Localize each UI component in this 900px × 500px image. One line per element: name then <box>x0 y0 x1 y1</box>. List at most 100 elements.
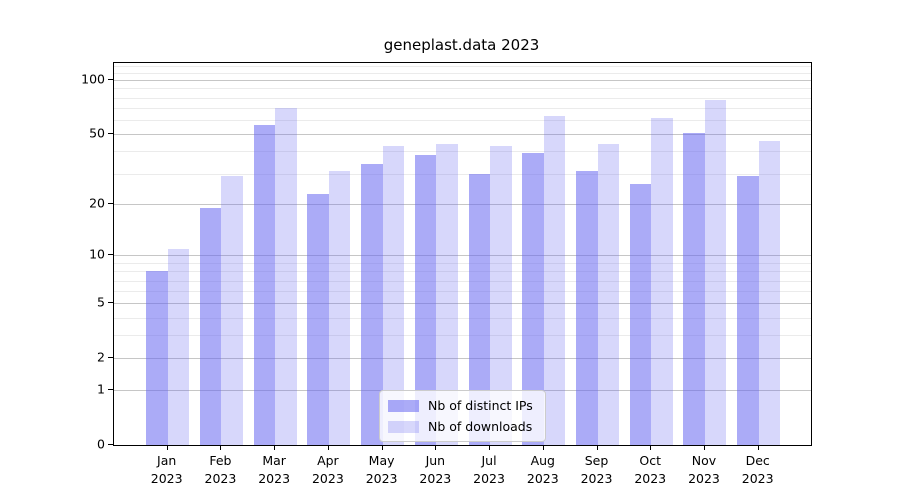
year-label: 2023 <box>688 471 720 486</box>
x-tick-mark-nov <box>703 445 705 450</box>
gridline-major-20 <box>114 204 811 206</box>
legend-swatch-downloads <box>388 420 419 433</box>
gridline-minor-110 <box>114 72 811 74</box>
x-tick-label-mar: Mar 2023 <box>244 452 304 488</box>
gridline-major-50 <box>114 134 811 136</box>
gridline-minor-8 <box>114 271 811 273</box>
gridline-minor-30 <box>114 173 811 175</box>
year-label: 2023 <box>473 471 505 486</box>
gridline-minor-90 <box>114 88 811 90</box>
bar-downloads-dec <box>758 140 781 445</box>
y-tick-mark-50 <box>108 133 113 135</box>
y-tick-label-100: 100 <box>81 71 105 87</box>
month-label: Feb <box>209 453 232 468</box>
year-label: 2023 <box>150 471 183 486</box>
y-tick-label-10: 10 <box>89 246 105 262</box>
bar-downloads-oct <box>651 117 673 445</box>
bar-downloads-jun <box>436 144 458 445</box>
year-label: 2023 <box>258 471 291 486</box>
gridline-minor-40 <box>114 151 811 153</box>
bar-distinct-ips-jul <box>468 173 491 445</box>
bar-downloads-feb <box>221 176 243 445</box>
bar-downloads-nov <box>704 99 727 445</box>
y-tick-label-20: 20 <box>89 195 105 211</box>
legend: Nb of distinct IPs Nb of downloads <box>379 390 546 442</box>
gridline-major-2 <box>114 358 811 360</box>
month-label: Jul <box>481 453 497 468</box>
legend-label-distinct-ips: Nb of distinct IPs <box>428 398 533 413</box>
x-tick-mark-jan <box>166 445 168 450</box>
chart-title: geneplast.data 2023 <box>383 36 540 54</box>
gridline-minor-80 <box>114 97 811 99</box>
year-label: 2023 <box>580 471 613 486</box>
x-tick-label-may: May 2023 <box>352 452 412 488</box>
x-tick-label-jun: Jun 2023 <box>405 452 465 488</box>
gridline-major-100 <box>114 80 811 82</box>
year-label: 2023 <box>419 471 452 486</box>
month-label: May <box>368 453 395 468</box>
bar-distinct-ips-sep <box>576 171 598 445</box>
bar-distinct-ips-oct <box>629 184 652 445</box>
x-tick-label-jul: Jul 2023 <box>459 452 519 488</box>
x-tick-mark-dec <box>757 445 759 450</box>
x-tick-mark-sep <box>596 445 598 450</box>
month-label: Jun <box>425 453 446 468</box>
bar-downloads-apr <box>328 171 351 445</box>
y-tick-mark-1 <box>108 389 113 391</box>
x-tick-label-nov: Nov 2023 <box>674 452 734 488</box>
bar-distinct-ips-jan <box>146 271 168 445</box>
y-tick-mark-2 <box>108 357 113 359</box>
plot-area: Nb of distinct IPs Nb of downloads <box>113 62 812 446</box>
x-tick-label-jan: Jan 2023 <box>137 452 197 488</box>
year-label: 2023 <box>741 471 774 486</box>
gridline-minor-3 <box>114 335 811 337</box>
bar-downloads-jul <box>490 145 512 445</box>
month-label: Apr <box>317 453 339 468</box>
month-label: Mar <box>262 453 286 468</box>
year-label: 2023 <box>204 471 237 486</box>
bar-downloads-sep <box>597 144 620 445</box>
legend-swatch-distinct-ips <box>388 399 419 412</box>
year-label: 2023 <box>365 471 398 486</box>
bar-downloads-aug <box>543 116 566 445</box>
x-tick-mark-feb <box>220 445 222 450</box>
x-tick-label-feb: Feb 2023 <box>190 452 250 488</box>
month-label: Dec <box>745 453 770 468</box>
x-tick-label-dec: Dec 2023 <box>728 452 788 488</box>
y-tick-label-0: 0 <box>97 436 105 452</box>
x-tick-mark-oct <box>650 445 652 450</box>
month-label: Sep <box>584 453 609 468</box>
y-tick-mark-10 <box>108 254 113 256</box>
x-tick-mark-mar <box>274 445 276 450</box>
month-label: Nov <box>691 453 717 468</box>
month-label: Jan <box>157 453 177 468</box>
x-tick-mark-aug <box>542 445 544 450</box>
bar-distinct-ips-aug <box>522 153 544 445</box>
x-tick-label-oct: Oct 2023 <box>620 452 680 488</box>
gridline-major-10 <box>114 255 811 257</box>
gridline-minor-4 <box>114 317 811 319</box>
bar-distinct-ips-jun <box>414 155 437 445</box>
x-tick-mark-jun <box>435 445 437 450</box>
bar-distinct-ips-mar <box>253 125 276 445</box>
year-label: 2023 <box>634 471 667 486</box>
legend-entry-downloads: Nb of downloads <box>388 419 535 434</box>
month-label: Aug <box>530 453 555 468</box>
x-tick-mark-may <box>381 445 383 450</box>
gridline-minor-60 <box>114 120 811 122</box>
gridline-major-5 <box>114 303 811 305</box>
bar-distinct-ips-apr <box>307 193 329 445</box>
gridline-minor-120 <box>114 65 811 67</box>
x-tick-mark-apr <box>327 445 329 450</box>
legend-label-downloads: Nb of downloads <box>428 419 533 434</box>
y-tick-label-50: 50 <box>89 125 105 141</box>
gridline-minor-9 <box>114 263 811 264</box>
y-tick-label-2: 2 <box>97 349 105 365</box>
x-tick-label-aug: Aug 2023 <box>513 452 573 488</box>
bar-downloads-mar <box>275 108 297 445</box>
bar-distinct-ips-nov <box>683 132 705 445</box>
month-label: Oct <box>639 453 662 468</box>
year-label: 2023 <box>526 471 559 486</box>
x-tick-label-sep: Sep 2023 <box>567 452 627 488</box>
